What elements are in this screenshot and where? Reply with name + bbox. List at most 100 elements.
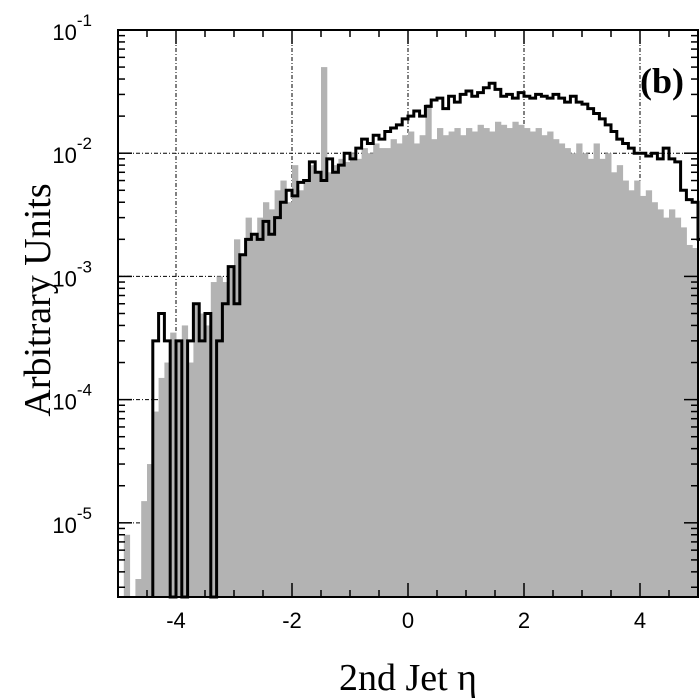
filled-histogram-bar (419, 135, 426, 597)
filled-histogram-bar (471, 131, 479, 597)
filled-histogram-bar (576, 143, 583, 597)
panel-annotation: (b) (640, 61, 684, 101)
filled-histogram-bar (176, 340, 183, 597)
filled-histogram-bar (616, 165, 624, 597)
y-tick-labels: 10-1 10-2 10-3 10-4 10-5 (52, 11, 92, 538)
filled-histogram-bar (622, 180, 629, 597)
y-tick-label: 10-4 (52, 381, 92, 415)
filled-histogram-bar (640, 195, 647, 597)
step-histogram-line (151, 81, 700, 599)
filled-histogram-bar (663, 217, 670, 598)
filled-histogram-bar (245, 217, 252, 598)
filled-histogram-bar (657, 209, 664, 598)
filled-histogram-bar (437, 128, 444, 597)
x-tick-labels: -4 -2 0 2 4 (166, 608, 646, 633)
filled-histogram-bar (344, 161, 351, 598)
filled-histogram-bar (263, 202, 270, 597)
filled-histogram-bar (164, 362, 171, 597)
x-axis-title: 2nd Jet η (339, 657, 477, 699)
filled-histogram-bar (234, 239, 241, 597)
filled-histogram-bar (123, 534, 131, 597)
filled-histogram-bar (251, 234, 258, 597)
filled-histogram-bar (669, 209, 676, 598)
filled-histogram-bar (326, 172, 334, 597)
filled-histogram-bar (460, 135, 467, 597)
filled-histogram-bar (593, 143, 600, 597)
filled-histogram-bar (338, 158, 345, 598)
filled-histogram-bar (379, 148, 386, 597)
filled-histogram-bar (280, 180, 287, 597)
filled-histogram-bar (448, 131, 455, 597)
filled-histogram-bar (692, 248, 699, 597)
y-tick-label: 10-3 (52, 257, 92, 291)
filled-histogram-bar (309, 165, 316, 597)
axis-ticks (117, 29, 699, 597)
filled-histogram-bar (680, 227, 687, 597)
filled-histogram-bar (257, 217, 264, 598)
filled-histogram-bar (297, 190, 305, 597)
filled-histogram-bar (605, 153, 612, 597)
filled-histogram-bar (361, 148, 368, 597)
filled-histogram-bar (350, 153, 357, 597)
filled-histogram-bar (210, 282, 218, 597)
x-tick-label: -2 (282, 608, 302, 633)
filled-histogram-bar (553, 139, 560, 597)
filled-histogram-bar (199, 313, 206, 597)
filled-histogram-bar (205, 325, 212, 597)
filled-histogram-bar (611, 172, 618, 597)
y-axis-title: Arbitrary Units (17, 183, 59, 416)
step-histogram-series (151, 81, 700, 599)
filled-histogram-bar (268, 209, 276, 598)
filled-histogram-bar (384, 148, 392, 597)
filled-histogram-bar (425, 104, 432, 598)
filled-histogram-bar (512, 121, 519, 597)
filled-histogram-bar (390, 139, 397, 597)
filled-histogram-bar (547, 131, 554, 597)
filled-histogram-bar (413, 143, 421, 597)
filled-histogram-bar (564, 148, 571, 597)
filled-histogram-bar (529, 131, 537, 597)
filled-histogram-bar (147, 464, 154, 597)
y-tick-label: 10-5 (52, 504, 92, 538)
filled-histogram-bar (518, 124, 525, 597)
filled-histogram-bar (187, 362, 194, 597)
y-tick-label: 10-2 (52, 134, 92, 168)
filled-histogram-bar (582, 153, 589, 597)
x-tick-label: 2 (518, 608, 530, 633)
filled-histogram-bar (535, 128, 542, 597)
filled-histogram-bar (292, 165, 299, 597)
filled-histogram-bar (686, 244, 693, 597)
x-tick-label: 4 (634, 608, 646, 633)
filled-histogram-bar (222, 282, 229, 597)
filled-histogram-bar (454, 128, 461, 597)
filled-histogram-bar (587, 158, 595, 598)
filled-histogram-bar (286, 202, 293, 597)
filled-histogram-bar (402, 135, 409, 597)
filled-histogram-bar (408, 131, 415, 597)
filled-histogram-bar (152, 411, 160, 597)
filled-histogram-bar (442, 135, 450, 597)
filled-histogram-bar (506, 128, 513, 597)
filled-histogram-bar (489, 131, 496, 597)
filled-histogram-bar (181, 325, 189, 597)
filled-histogram-bar (541, 135, 548, 597)
filled-histogram-bar (483, 128, 490, 597)
filled-histogram-bar (303, 180, 310, 597)
filled-histogram-bar (431, 139, 438, 597)
filled-histogram-bar (321, 67, 328, 597)
filled-histogram-bar (634, 180, 641, 597)
filled-histogram-bar (315, 172, 322, 597)
filled-histogram-bar (158, 377, 165, 597)
filled-histogram-bar (558, 143, 566, 597)
filled-histogram-bar (228, 266, 235, 597)
filled-histogram-bar (645, 190, 653, 597)
filled-histogram-bar (500, 124, 508, 597)
filled-histogram-series (123, 67, 699, 598)
filled-histogram-bar (274, 190, 281, 597)
y-tick-label: 10-1 (52, 11, 92, 45)
filled-histogram-bar (599, 158, 606, 598)
filled-histogram-bar (193, 303, 200, 597)
filled-histogram-bar (466, 128, 473, 597)
x-tick-label: 0 (402, 608, 414, 633)
